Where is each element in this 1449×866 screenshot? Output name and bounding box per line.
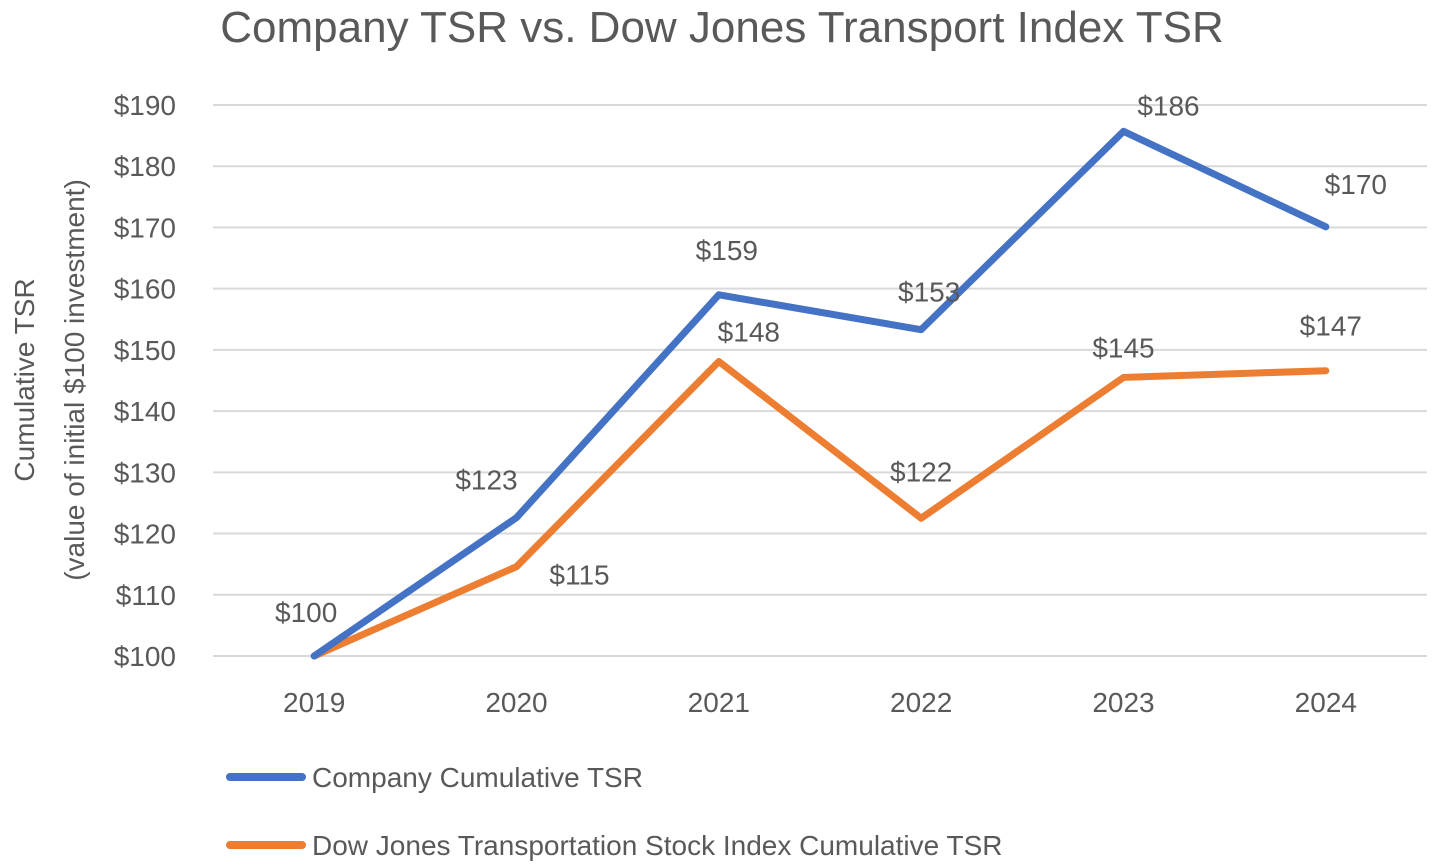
grid <box>213 104 1427 657</box>
x-tick-label: 2024 <box>1295 687 1357 718</box>
y-tick-label: $170 <box>114 212 176 243</box>
data-label: $145 <box>1092 332 1154 363</box>
data-label: $159 <box>696 235 758 266</box>
y-axis-ticks: $100 $110 $120 $130 $140 $150 $160 $170 $180 $190 <box>114 90 176 672</box>
data-label: $153 <box>898 277 960 308</box>
legend: Company Cumulative TSR Dow Jones Transpor… <box>226 762 1002 861</box>
chart-title: Company TSR vs. Dow Jones Transport Inde… <box>220 3 1223 52</box>
series-line-1 <box>310 358 1330 660</box>
x-axis-ticks: 2019 2020 2021 2022 2023 2024 <box>283 687 1357 718</box>
data-label: $123 <box>455 465 517 496</box>
legend-label-0: Company Cumulative TSR <box>312 762 643 793</box>
x-tick-label: 2019 <box>283 687 345 718</box>
x-tick-label: 2023 <box>1092 687 1154 718</box>
y-tick-label: $180 <box>114 151 176 182</box>
x-tick-label: 2021 <box>688 687 750 718</box>
series-line-0 <box>310 127 1330 660</box>
y-tick-label: $130 <box>114 457 176 488</box>
y-axis-label-line1: Cumulative TSR <box>9 278 40 481</box>
y-tick-label: $140 <box>114 396 176 427</box>
y-tick-label: $110 <box>116 580 176 611</box>
data-labels: $100 $123 $159 $153 $186 $170 $115 $148 $122 $145… <box>275 90 1387 628</box>
data-label: $147 <box>1300 311 1362 342</box>
data-label: $100 <box>275 597 337 628</box>
series <box>310 127 1330 660</box>
y-axis-label-line2: (value of initial $100 investment) <box>59 179 90 581</box>
y-axis-label: Cumulative TSR (value of initial $100 in… <box>9 179 90 581</box>
y-tick-label: $190 <box>114 90 176 121</box>
y-tick-label: $120 <box>114 519 176 550</box>
data-label: $148 <box>718 317 780 348</box>
legend-label-1: Dow Jones Transportation Stock Index Cum… <box>312 830 1002 861</box>
y-tick-label: $160 <box>114 274 176 305</box>
data-label: $186 <box>1137 90 1199 121</box>
x-tick-label: 2022 <box>890 687 952 718</box>
x-tick-label: 2020 <box>485 687 547 718</box>
data-label: $115 <box>549 560 609 591</box>
data-label: $170 <box>1325 169 1387 200</box>
data-label: $122 <box>890 456 952 487</box>
y-tick-label: $150 <box>114 335 176 366</box>
y-tick-label: $100 <box>114 641 176 672</box>
